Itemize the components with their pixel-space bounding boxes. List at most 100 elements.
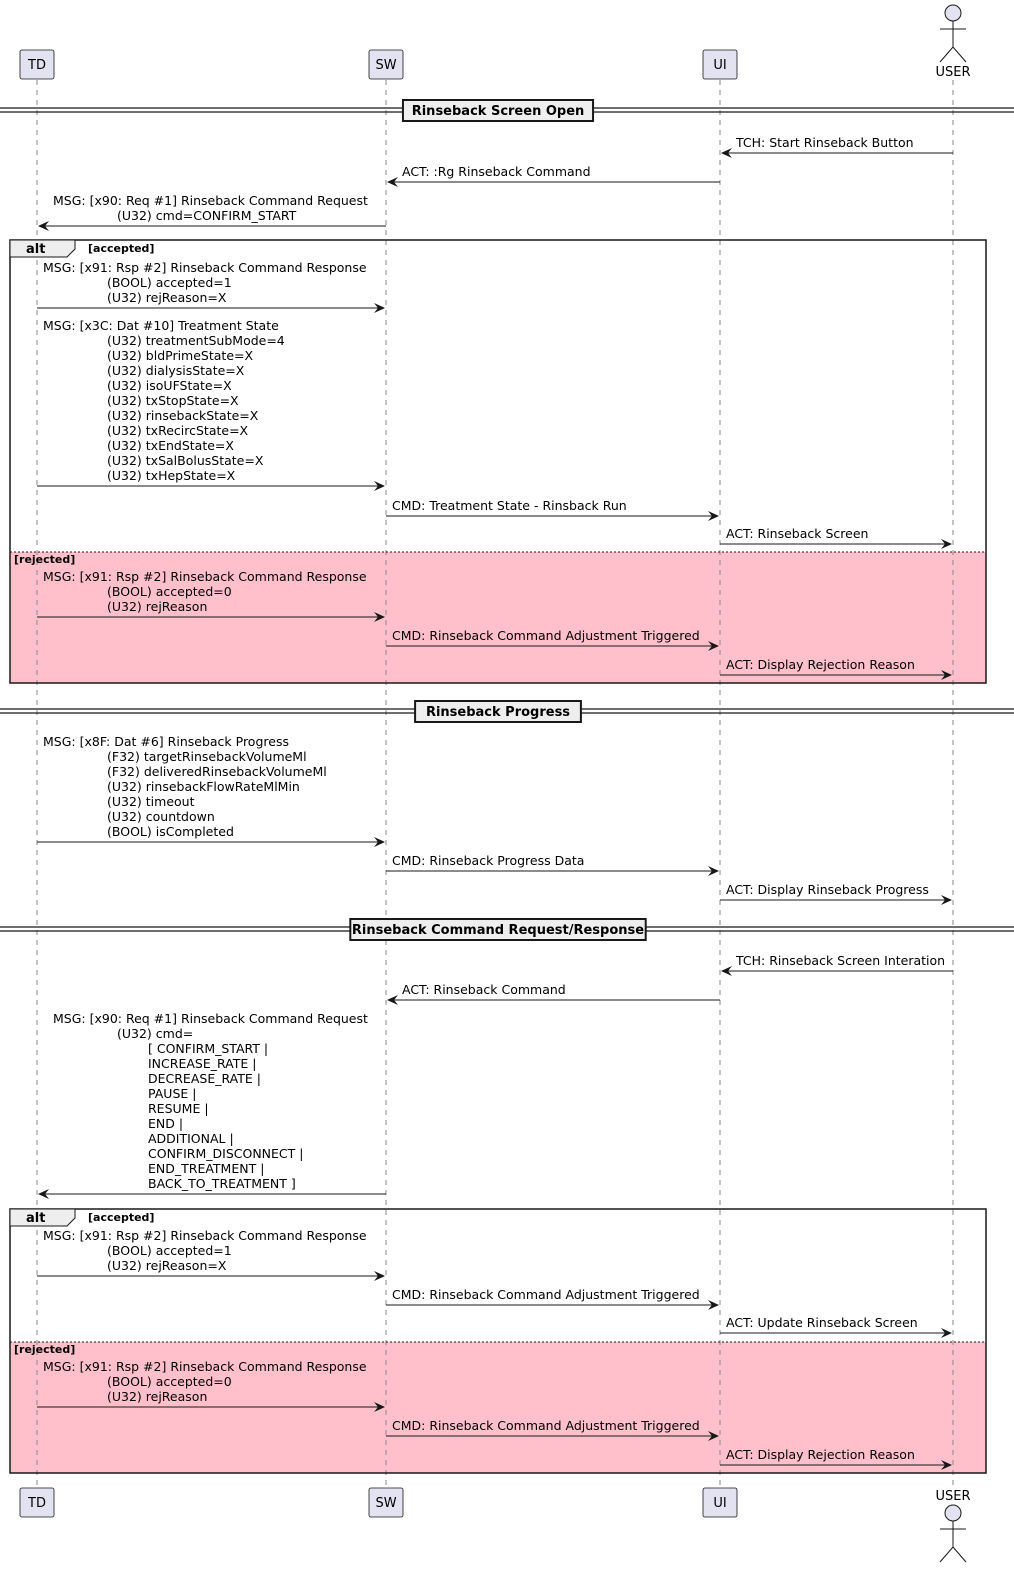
message-label: (U32) rejReason — [107, 599, 207, 614]
message-label: (U32) txStopState=X — [107, 393, 239, 408]
message-arrow: CMD: Treatment State - Rinsback Run — [386, 498, 719, 521]
actor-user: USER — [935, 1489, 971, 1563]
message-label: (BOOL) accepted=1 — [107, 1243, 232, 1258]
arrowhead-icon — [38, 1189, 49, 1199]
message-label: (U32) txHepState=X — [107, 468, 236, 483]
message-label: (U32) cmd= — [117, 1026, 193, 1041]
message-label: CMD: Rinseback Progress Data — [392, 853, 584, 868]
message-arrow: CMD: Rinseback Command Adjustment Trigge… — [386, 1418, 719, 1441]
message-arrow: MSG: [x91: Rsp #2] Rinseback Command Res… — [37, 1359, 385, 1412]
divider-box — [349, 918, 647, 941]
message-label: MSG: [x91: Rsp #2] Rinseback Command Res… — [43, 1228, 367, 1243]
alt-condition-rejected: [rejected] — [14, 553, 75, 566]
arrowhead-icon — [374, 1402, 385, 1412]
arrowhead-icon — [708, 1300, 719, 1310]
message-label: (U32) rejReason=X — [107, 1258, 227, 1273]
message-arrow: MSG: [x91: Rsp #2] Rinseback Command Res… — [37, 569, 385, 622]
message-arrow: MSG: [x8F: Dat #6] Rinseback Progress(F3… — [37, 734, 385, 847]
arrowhead-icon — [387, 177, 398, 187]
participant-label: USER — [935, 65, 970, 80]
divider-title: Rinseback Progress — [426, 705, 570, 720]
message-label: MSG: [x91: Rsp #2] Rinseback Command Res… — [43, 1359, 367, 1374]
arrowhead-icon — [941, 539, 952, 549]
divider-title: Rinseback Screen Open — [412, 104, 585, 119]
arrowhead-icon — [721, 148, 732, 158]
alt-label-tab — [9, 239, 76, 258]
actor-body-icon — [939, 1521, 967, 1563]
message-arrow: ACT: Display Rejection Reason — [720, 657, 952, 680]
message-label: END_TREATMENT | — [148, 1161, 264, 1176]
message-label: (U32) rinsebackState=X — [107, 408, 259, 423]
message-arrow: TCH: Start Rinseback Button — [721, 135, 953, 158]
divider-box — [414, 700, 582, 723]
message-label: TCH: Rinseback Screen Interation — [735, 953, 945, 968]
alt-condition-rejected: [rejected] — [14, 1343, 75, 1356]
message-label: (U32) dialysisState=X — [107, 363, 245, 378]
message-label: TCH: Start Rinseback Button — [735, 135, 914, 150]
message-label: ADDITIONAL | — [148, 1131, 234, 1146]
participant-box-td — [19, 1487, 55, 1518]
message-arrow: ACT: Display Rinseback Progress — [720, 882, 952, 905]
arrowhead-icon — [374, 481, 385, 491]
participant-box-sw — [368, 1487, 404, 1518]
message-label: MSG: [x3C: Dat #10] Treatment State — [43, 318, 279, 333]
message-arrow: CMD: Rinseback Progress Data — [386, 853, 719, 876]
participant-label: SW — [375, 58, 396, 73]
arrowhead-icon — [38, 221, 49, 231]
message-label: (U32) cmd=CONFIRM_START — [117, 208, 297, 223]
lifelines — [36, 80, 954, 1488]
message-arrow: ACT: :Rg Rinseback Command — [387, 164, 720, 187]
message-label: MSG: [x91: Rsp #2] Rinseback Command Res… — [43, 260, 367, 275]
actor-head-icon — [944, 1504, 962, 1522]
message-label: ACT: :Rg Rinseback Command — [402, 164, 591, 179]
participant-label: SW — [375, 1496, 396, 1511]
arrowhead-icon — [941, 1328, 952, 1338]
message-label: ACT: Display Rejection Reason — [726, 1447, 915, 1462]
arrowhead-icon — [374, 1271, 385, 1281]
message-label: MSG: [x91: Rsp #2] Rinseback Command Res… — [43, 569, 367, 584]
participant-box-ui — [702, 49, 738, 80]
alt-condition-accepted: [accepted] — [88, 1211, 154, 1224]
message-label: CONFIRM_DISCONNECT | — [148, 1146, 303, 1161]
message-label: (F32) deliveredRinsebackVolumeMl — [107, 764, 327, 779]
message-arrow: TCH: Rinseback Screen Interation — [721, 953, 953, 976]
message-label: MSG: [x90: Req #1] Rinseback Command Req… — [53, 193, 368, 208]
message-label: (U32) timeout — [107, 794, 195, 809]
message-label: (U32) rinsebackFlowRateMlMin — [107, 779, 300, 794]
message-arrow: ACT: Display Rejection Reason — [720, 1447, 952, 1470]
message-label: (U32) txRecircState=X — [107, 423, 249, 438]
participant-box-sw — [368, 49, 404, 80]
message-arrow: ACT: Rinseback Screen — [720, 526, 952, 549]
alt-fragment — [9, 1208, 987, 1474]
actor-body-icon — [939, 21, 967, 63]
message-label: DECREASE_RATE | — [148, 1071, 261, 1086]
divider-box — [401, 99, 595, 122]
message-arrow: MSG: [x3C: Dat #10] Treatment State (U32)… — [37, 318, 385, 491]
message-arrow: ACT: Rinseback Command — [387, 982, 720, 1005]
message-label: CMD: Treatment State - Rinsback Run — [392, 498, 627, 513]
message-arrow: MSG: [x90: Req #1] Rinseback Command Req… — [38, 193, 386, 231]
actor-head-icon — [944, 4, 962, 22]
message-label: CMD: Rinseback Command Adjustment Trigge… — [392, 1418, 700, 1433]
arrowhead-icon — [941, 670, 952, 680]
arrowhead-icon — [374, 837, 385, 847]
arrowhead-icon — [941, 895, 952, 905]
participant-box-td — [19, 49, 55, 80]
message-label: (BOOL) isCompleted — [107, 824, 234, 839]
message-label: MSG: [x90: Req #1] Rinseback Command Req… — [53, 1011, 368, 1026]
message-label: (U32) rejReason — [107, 1389, 207, 1404]
arrowhead-icon — [374, 612, 385, 622]
message-label: (F32) targetRinsebackVolumeMl — [107, 749, 307, 764]
arrowhead-icon — [374, 303, 385, 313]
alt-label: alt — [26, 242, 45, 257]
message-arrow: MSG: [x90: Req #1] Rinseback Command Req… — [38, 1011, 386, 1199]
message-label: PAUSE | — [148, 1086, 196, 1101]
message-label: ACT: Display Rejection Reason — [726, 657, 915, 672]
arrowhead-icon — [721, 966, 732, 976]
arrowhead-icon — [941, 1460, 952, 1470]
message-arrow: MSG: [x91: Rsp #2] Rinseback Command Res… — [37, 260, 385, 313]
background-layer — [10, 552, 986, 1473]
message-label: (U32) bldPrimeState=X — [107, 348, 253, 363]
alt-label: alt — [26, 1211, 45, 1226]
